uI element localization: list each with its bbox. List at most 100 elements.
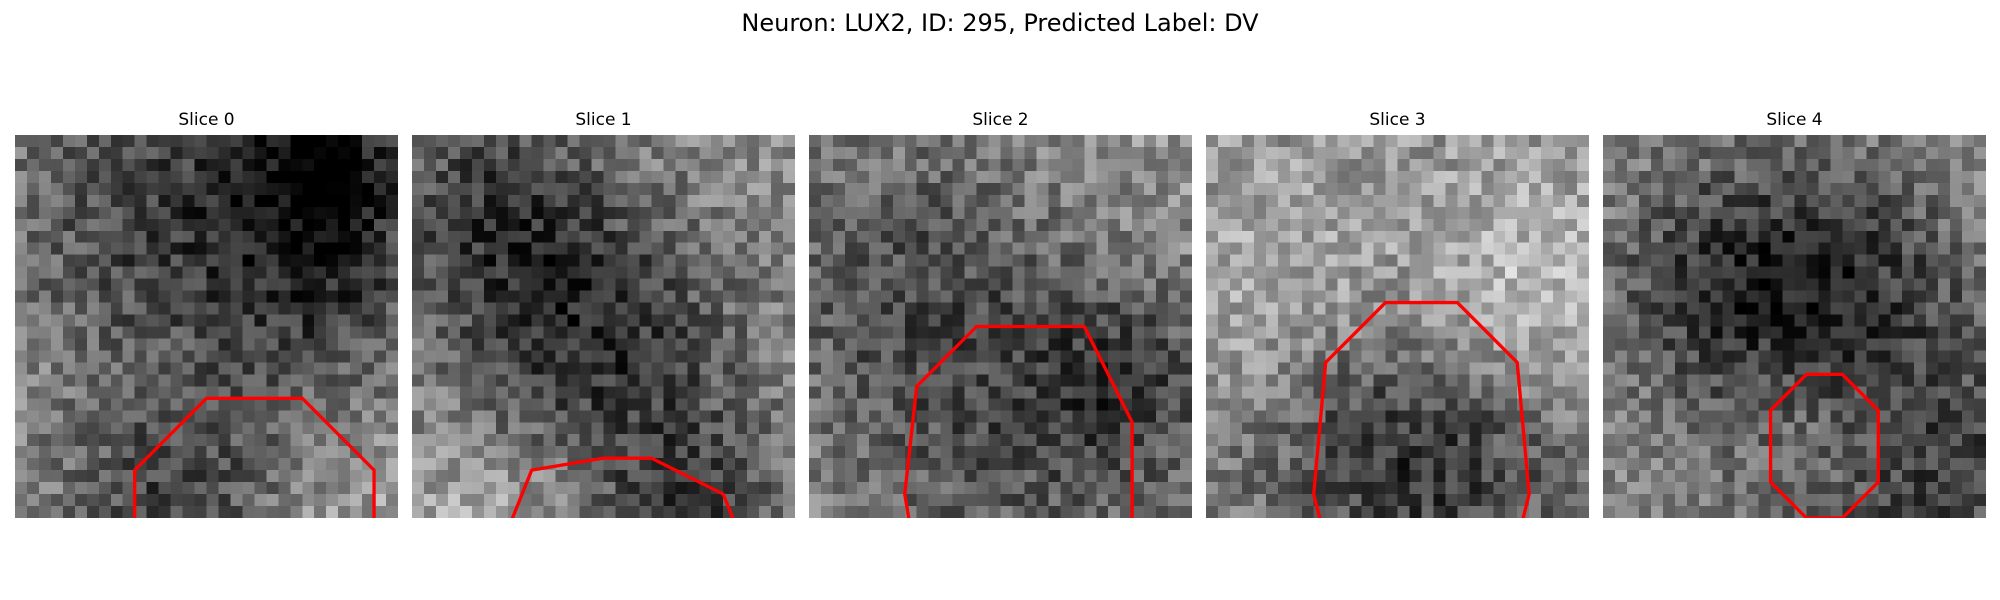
pixel — [832, 314, 846, 327]
pixel — [1229, 410, 1243, 423]
pixel — [639, 398, 652, 411]
pixel — [1962, 374, 1975, 387]
pixel — [555, 158, 568, 172]
pixel — [699, 386, 712, 399]
pixel — [531, 386, 544, 399]
pixel — [771, 386, 784, 399]
pixel — [809, 410, 822, 423]
pixel — [362, 326, 375, 339]
pixel — [543, 506, 556, 518]
pixel — [278, 135, 291, 148]
pixel — [1529, 446, 1542, 459]
pixel — [1253, 494, 1267, 507]
pixel — [1012, 135, 1025, 148]
pixel — [1409, 206, 1422, 220]
pixel — [62, 326, 76, 339]
pixel — [110, 470, 123, 483]
pixel — [1565, 290, 1578, 303]
pixel — [134, 338, 147, 351]
pixel — [1505, 422, 1518, 435]
pixel — [1337, 158, 1350, 172]
pixel — [302, 434, 315, 447]
pixel — [1469, 410, 1482, 423]
pixel — [904, 278, 917, 291]
pixel — [1878, 434, 1891, 447]
pixel — [940, 206, 953, 220]
pixel — [1962, 170, 1975, 184]
pixel — [1662, 350, 1676, 363]
pixel — [543, 434, 556, 447]
pixel — [495, 206, 508, 220]
pixel — [1650, 182, 1664, 196]
pixel — [603, 290, 616, 303]
pixel — [1048, 290, 1061, 303]
pixel — [1746, 374, 1759, 387]
pixel — [1445, 494, 1458, 507]
pixel — [1962, 135, 1975, 148]
pixel — [1241, 434, 1255, 447]
pixel — [1217, 302, 1231, 315]
pixel — [567, 194, 580, 208]
pixel — [627, 350, 640, 363]
pixel — [1180, 158, 1192, 172]
pixel — [1469, 362, 1482, 375]
pixel — [675, 218, 688, 231]
pixel — [1866, 158, 1879, 172]
pixel — [916, 302, 929, 315]
pixel — [1734, 314, 1747, 327]
pixel — [278, 194, 291, 208]
pixel — [1493, 135, 1506, 148]
pixel — [651, 470, 664, 483]
pixel — [1638, 410, 1652, 423]
pixel — [1301, 494, 1314, 507]
pixel — [374, 362, 387, 375]
pixel — [412, 506, 425, 518]
pixel — [15, 158, 28, 172]
pixel — [471, 458, 485, 471]
pixel — [1108, 482, 1121, 495]
pixel — [1565, 434, 1578, 447]
pixel — [1217, 314, 1231, 327]
pixel — [1108, 194, 1121, 208]
pixel — [531, 410, 544, 423]
pixel — [1457, 458, 1470, 471]
pixel — [1614, 386, 1628, 399]
pixel — [254, 398, 267, 411]
pixel — [591, 194, 604, 208]
pixel — [543, 422, 556, 435]
pixel — [940, 314, 953, 327]
pixel — [1662, 314, 1676, 327]
pixel — [711, 218, 724, 231]
pixel — [1626, 146, 1640, 160]
pixel — [1878, 398, 1891, 411]
pixel — [1782, 338, 1795, 351]
pixel — [471, 242, 485, 255]
pixel — [1830, 290, 1843, 303]
pixel — [374, 410, 387, 423]
pixel — [1024, 314, 1037, 327]
pixel — [447, 278, 461, 291]
pixel — [988, 158, 1001, 172]
pixel — [15, 254, 28, 267]
pixel — [1662, 374, 1676, 387]
pixel — [1024, 135, 1037, 148]
pixel — [1517, 158, 1530, 172]
pixel — [1794, 398, 1807, 411]
pixel — [302, 194, 315, 208]
pixel — [1926, 338, 1939, 351]
pixel — [1120, 338, 1133, 351]
pixel — [98, 494, 111, 507]
pixel — [856, 374, 870, 387]
pixel — [1206, 470, 1219, 483]
pixel — [206, 206, 219, 220]
pixel — [1048, 350, 1061, 363]
pixel — [809, 266, 822, 279]
pixel — [1830, 170, 1843, 184]
pixel — [1253, 218, 1267, 231]
pixel — [531, 374, 544, 387]
pixel — [15, 314, 28, 327]
pixel — [1686, 254, 1699, 267]
pixel — [1878, 422, 1891, 435]
pixel — [892, 302, 905, 315]
pixel — [1144, 314, 1157, 327]
